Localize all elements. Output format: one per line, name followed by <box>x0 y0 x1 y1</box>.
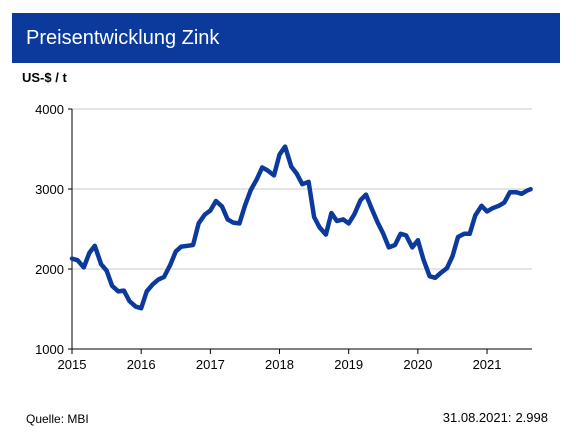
tick-label-layer: 1000 2000 3000 4000 2015 2016 2017 2018 2019 2020… <box>35 102 501 372</box>
x-tick-label-2017: 2017 <box>196 357 225 372</box>
chart-title: Preisentwicklung Zink <box>26 27 220 49</box>
axis-layer <box>68 108 532 354</box>
y-tick-label-1000: 1000 <box>35 342 64 357</box>
latest-price-value: 2.998 <box>515 410 548 425</box>
series-layer <box>69 144 533 311</box>
x-tick-label-2020: 2020 <box>403 357 432 372</box>
latest-price-date: 31.08.2021: <box>442 410 512 425</box>
x-tick-label-2021: 2021 <box>473 357 502 372</box>
x-tick-label-2016: 2016 <box>127 357 156 372</box>
source-note: Quelle: MBI <box>26 412 89 426</box>
grid-layer <box>72 108 532 270</box>
x-tick-label-2019: 2019 <box>334 357 363 372</box>
y-axis-unit-label: US-$ / t <box>22 70 67 85</box>
x-tick-label-2018: 2018 <box>265 357 294 372</box>
x-tick-label-2015: 2015 <box>58 357 87 372</box>
y-tick-label-3000: 3000 <box>35 182 64 197</box>
title-bar: Preisentwicklung Zink <box>12 13 560 63</box>
y-tick-label-4000: 4000 <box>35 102 64 117</box>
series-line-0 <box>69 144 533 311</box>
y-tick-label-2000: 2000 <box>35 262 64 277</box>
latest-price-note: 31.08.2021: 2.998 <box>443 410 548 425</box>
